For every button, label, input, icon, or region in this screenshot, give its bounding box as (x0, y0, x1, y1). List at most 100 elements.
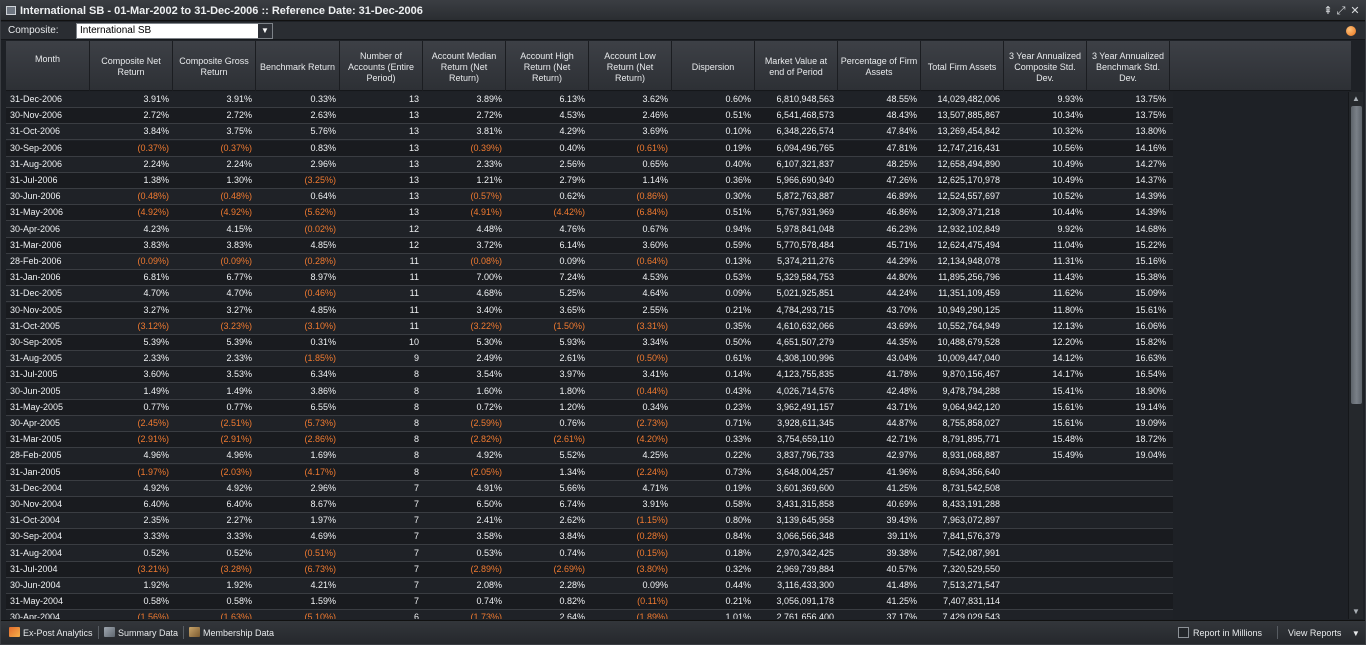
cell-tfa: 8,755,858,027 (942, 418, 1000, 428)
table-row[interactable]: 31-Aug-2006 2.24% 2.24% 2.96% 13 2.33% 2.56% 0.… (6, 156, 1173, 173)
table-row[interactable]: 31-Oct-2004 2.35% 2.27% 1.97% 7 2.41% 2.62% (1.… (6, 513, 1173, 530)
cell-bench3 (1087, 578, 1170, 593)
cell-month: 31-May-2005 (10, 401, 64, 412)
cell-gross: 1.49% (226, 385, 252, 396)
table-row[interactable]: 31-Mar-2005 (2.91%) (2.91%) (2.86%) 8 (2.82%)… (6, 432, 1173, 449)
cell-num: 9 (413, 353, 419, 364)
table-row[interactable]: 28-Feb-2006 (0.09%) (0.09%) (0.28%) 11 (0.08%… (6, 254, 1173, 270)
scroll-up-icon[interactable]: ▲ (1352, 94, 1360, 103)
cell-tfa: 8,694,356,640 (942, 466, 1000, 477)
restore-icon[interactable]: ⤢ (1336, 5, 1346, 17)
cell-pct: 45.71% (886, 239, 917, 250)
column-header-gross[interactable]: Composite Gross Return (173, 41, 256, 91)
cell-tfa: 12,932,102,849 (937, 223, 1000, 234)
membership-data-button[interactable]: Membership Data (189, 626, 274, 640)
table-row[interactable]: 30-Sep-2006 (0.37%) (0.37%) 0.83% 13 (0.39%) 0… (6, 140, 1173, 157)
table-row[interactable]: 31-Aug-2004 0.52% 0.52% (0.51%) 7 0.53% 0.74% (… (6, 545, 1173, 562)
table-row[interactable]: 30-Jun-2005 1.49% 1.49% 3.86% 8 1.60% 1.80% (0.… (6, 383, 1173, 400)
table-row[interactable]: 31-Dec-2006 3.91% 3.91% 0.33% 13 3.89% 6.13% 3.… (6, 92, 1173, 108)
column-header-month[interactable]: Month (6, 41, 90, 91)
cell-gross: 3.27% (226, 304, 252, 315)
table-row[interactable]: 31-May-2005 0.77% 0.77% 6.55% 8 0.72% 1.20% 0.3… (6, 399, 1173, 416)
column-header-net[interactable]: Composite Net Return (90, 41, 173, 91)
scroll-down-icon[interactable]: ▼ (1352, 607, 1360, 616)
cell-gross: 1.92% (226, 580, 252, 590)
cell-gross: 4.15% (226, 223, 252, 234)
pin-icon[interactable]: ⇞ (1323, 5, 1333, 17)
report-in-millions-checkbox[interactable] (1178, 627, 1189, 638)
cell-gross: 4.70% (226, 288, 252, 299)
table-row[interactable]: 31-Jan-2005 (1.97%) (2.03%) (4.17%) 8 (2.05%)… (6, 464, 1173, 481)
close-icon[interactable]: ✕ (1350, 5, 1360, 17)
cell-median: 0.72% (476, 401, 502, 412)
table-row[interactable]: 30-Apr-2006 4.23% 4.15% (0.02%) 12 4.48% 4.76%… (6, 221, 1173, 238)
cell-high: 0.74% (559, 547, 585, 558)
status-dot-icon[interactable] (1346, 26, 1356, 36)
table-row[interactable]: 31-Oct-2006 3.84% 3.75% 5.76% 13 3.81% 4.29% 3.… (6, 124, 1173, 141)
column-header-high[interactable]: Account High Return (Net Return) (506, 41, 589, 91)
cell-bench3: 16.54% (1135, 369, 1166, 380)
column-header-label: Composite Net Return (101, 56, 161, 77)
cell-mv: 4,651,507,279 (776, 337, 834, 347)
cell-num: 10 (408, 337, 419, 347)
table-row[interactable]: 31-Dec-2005 4.70% 4.70% (0.46%) 11 4.68% 5.25%… (6, 286, 1173, 303)
data-grid: 31-Dec-2006 3.91% 3.91% 0.33% 13 3.89% 6.13% 3.… (6, 92, 1348, 619)
cell-tfa: 7,429,029,543 (942, 612, 1000, 619)
cell-pct: 43.71% (886, 401, 917, 412)
cell-low: (6.84%) (636, 207, 668, 218)
table-row[interactable]: 30-Jun-2004 1.92% 1.92% 4.21% 7 2.08% 2.28% 0.0… (6, 578, 1173, 594)
column-header-label: 3 Year Annualized Benchmark Std. Dev. (1091, 50, 1165, 83)
chevron-down-icon[interactable]: ▼ (258, 24, 272, 38)
column-header-disp[interactable]: Dispersion (672, 41, 755, 91)
cell-comp3 (1004, 513, 1087, 528)
table-row[interactable]: 31-May-2006 (4.92%) (4.92%) (5.62%) 13 (4.91%… (6, 205, 1173, 222)
column-header-tfa[interactable]: Total Firm Assets (921, 41, 1004, 91)
cell-month: 31-Dec-2004 (10, 482, 63, 493)
cell-low: (2.73%) (636, 418, 668, 428)
cell-tfa: 13,507,885,867 (937, 110, 1000, 121)
table-row[interactable]: 31-Jul-2004 (3.21%) (3.28%) (6.73%) 7 (2.89%)… (6, 561, 1173, 578)
column-header-comp3[interactable]: 3 Year Annualized Composite Std. Dev. (1004, 41, 1087, 91)
table-row[interactable]: 30-Sep-2005 5.39% 5.39% 0.31% 10 5.30% 5.93% 3.… (6, 335, 1173, 351)
table-row[interactable]: 30-Sep-2004 3.33% 3.33% 4.69% 7 3.58% 3.84% (0.… (6, 529, 1173, 546)
table-row[interactable]: 30-Nov-2005 3.27% 3.27% 4.85% 11 3.40% 3.65% 2.… (6, 302, 1173, 319)
cell-bench3: 16.06% (1135, 320, 1166, 331)
cell-net: 3.91% (143, 94, 169, 104)
table-row[interactable]: 31-May-2004 0.58% 0.58% 1.59% 7 0.74% 0.82% (0.… (6, 594, 1173, 611)
vertical-scrollbar[interactable]: ▲ ▼ (1348, 92, 1363, 619)
view-reports-button[interactable]: View Reports ▼ (1288, 626, 1360, 640)
table-row[interactable]: 30-Apr-2005 (2.45%) (2.51%) (5.73%) 8 (2.59%)… (6, 416, 1173, 432)
table-row[interactable]: 30-Jun-2006 (0.48%) (0.48%) 0.64% 13 (0.57%) 0… (6, 189, 1173, 206)
people-icon (189, 627, 200, 637)
column-header-low[interactable]: Account Low Return (Net Return) (589, 41, 672, 91)
composite-select[interactable]: International SB ▼ (76, 23, 273, 39)
scroll-thumb[interactable] (1351, 106, 1362, 404)
cell-comp3 (1004, 562, 1087, 577)
table-row[interactable]: 28-Feb-2005 4.96% 4.96% 1.69% 8 4.92% 5.52% 4.2… (6, 448, 1173, 465)
cell-month: 31-Mar-2006 (10, 239, 62, 250)
cell-num: 11 (409, 272, 419, 283)
table-row[interactable]: 31-Dec-2004 4.92% 4.92% 2.96% 7 4.91% 5.66% 4.7… (6, 480, 1173, 497)
column-header-bench3[interactable]: 3 Year Annualized Benchmark Std. Dev. (1087, 41, 1170, 91)
table-row[interactable]: 31-Mar-2006 3.83% 3.83% 4.85% 12 3.72% 6.14% 3.… (6, 237, 1173, 254)
cell-mv: 4,308,100,996 (776, 353, 834, 364)
cell-median: 4.68% (476, 288, 502, 299)
table-row[interactable]: 31-Oct-2005 (3.12%) (3.23%) (3.10%) 11 (3.22%… (6, 318, 1173, 335)
cell-mv: 5,329,584,753 (776, 272, 834, 283)
column-header-mv[interactable]: Market Value at end of Period (755, 41, 838, 91)
column-header-pct[interactable]: Percentage of Firm Assets (838, 41, 921, 91)
column-header-bench[interactable]: Benchmark Return (256, 41, 340, 91)
table-row[interactable]: 30-Apr-2004 (1.56%) (1.63%) (5.10%) 6 (1.73%)… (6, 610, 1173, 619)
table-row[interactable]: 31-Jan-2006 6.81% 6.77% 8.97% 11 7.00% 7.24% 4.… (6, 270, 1173, 287)
table-row[interactable]: 30-Nov-2004 6.40% 6.40% 8.67% 7 6.50% 6.74% 3.9… (6, 497, 1173, 513)
table-row[interactable]: 31-Aug-2005 2.33% 2.33% (1.85%) 9 2.49% 2.61% (… (6, 351, 1173, 368)
table-row[interactable]: 30-Nov-2006 2.72% 2.72% 2.63% 13 2.72% 4.53% 2.… (6, 108, 1173, 125)
column-header-num[interactable]: Number of Accounts (Entire Period) (340, 41, 423, 91)
cell-low: 3.91% (642, 499, 668, 509)
table-row[interactable]: 31-Jul-2005 3.60% 3.53% 6.34% 8 3.54% 3.97% 3.4… (6, 367, 1173, 384)
column-header-median[interactable]: Account Median Return (Net Return) (423, 41, 506, 91)
cell-mv: 4,610,632,066 (776, 320, 834, 331)
summary-data-button[interactable]: Summary Data (104, 626, 178, 640)
table-row[interactable]: 31-Jul-2006 1.38% 1.30% (3.25%) 13 1.21% 2.79%… (6, 173, 1173, 189)
expost-analytics-button[interactable]: Ex-Post Analytics (9, 626, 93, 640)
